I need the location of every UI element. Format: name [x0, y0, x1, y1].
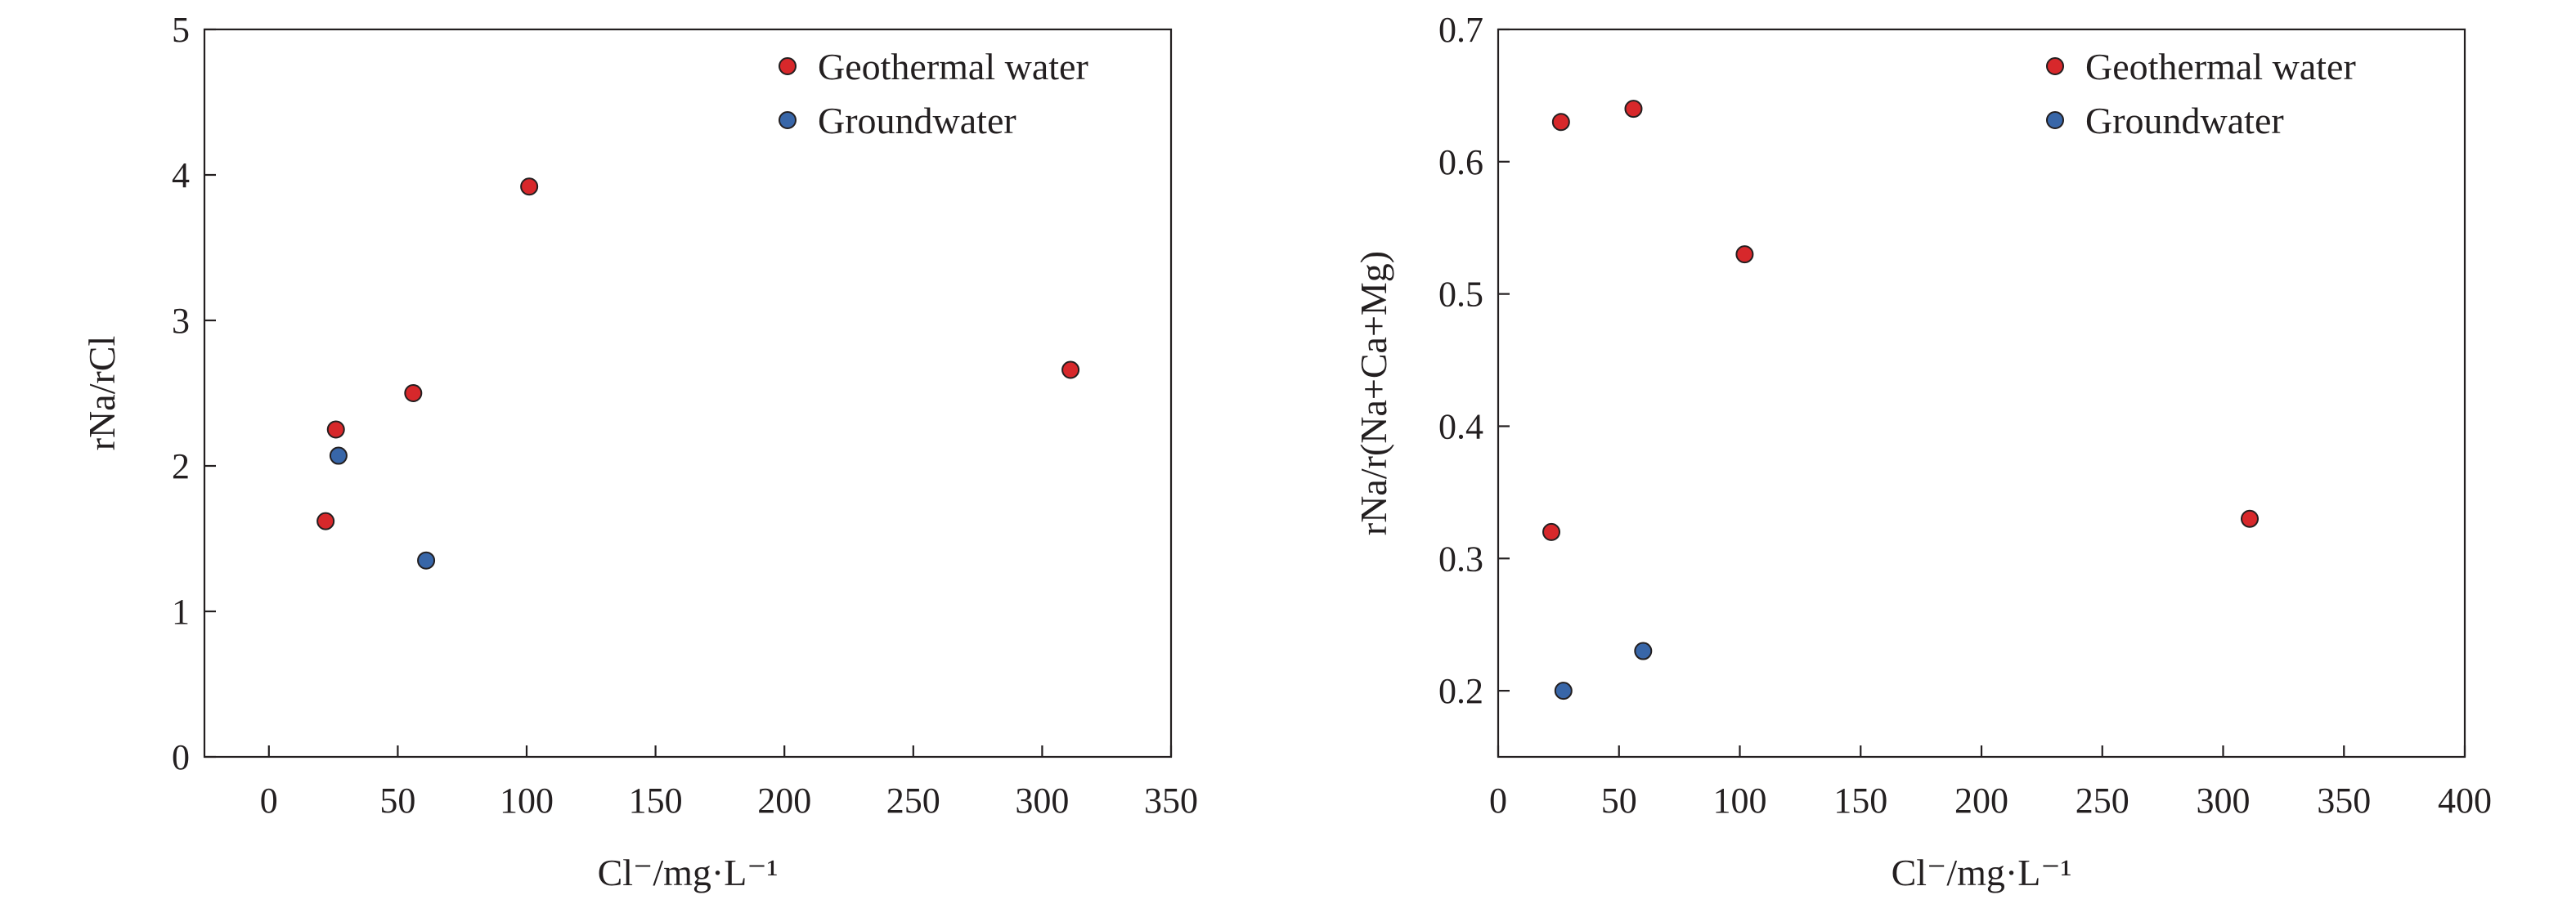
y-tick-label: 0.2: [1438, 671, 1483, 711]
data-point: [1735, 245, 1754, 264]
legend-marker: [779, 111, 797, 129]
y-tick-label: 0.5: [1438, 275, 1483, 315]
data-point: [404, 384, 423, 402]
x-tick-label: 300: [1015, 781, 1069, 821]
legend-label: Geothermal water: [818, 46, 1088, 87]
x-tick-label: 50: [1601, 781, 1637, 821]
legend-label: Groundwater: [818, 100, 1016, 141]
x-tick-label: 400: [2438, 781, 2492, 821]
x-axis-title: Cl⁻/mg·L⁻¹: [1892, 852, 2072, 893]
plot-area-frame: [203, 28, 1173, 759]
x-tick-label: 50: [379, 781, 415, 821]
y-tick-label: 1: [172, 592, 190, 632]
y-tick-label: 0.6: [1438, 142, 1483, 182]
x-tick-label: 0: [260, 781, 278, 821]
legend-marker: [2046, 111, 2064, 129]
y-tick-label: 3: [172, 301, 190, 341]
x-tick-label: 200: [1954, 781, 2008, 821]
x-tick-label: 100: [1713, 781, 1767, 821]
x-tick-label: 150: [629, 781, 683, 821]
chart-left: 0 50 100 150 200 250 300 350 0 1 2 3 4 5 Cl⁻/mg·L⁻¹ rNa…: [81, 10, 1198, 893]
y-axis-title: rNa/rCl: [81, 336, 123, 451]
x-tick-label: 200: [757, 781, 811, 821]
data-point: [2241, 509, 2260, 528]
data-point: [1551, 113, 1570, 132]
x-axis-title: Cl⁻/mg·L⁻¹: [598, 852, 779, 893]
x-tick-label: 250: [886, 781, 940, 821]
y-tick-label: 0.4: [1438, 406, 1483, 446]
legend-label: Geothermal water: [2085, 46, 2356, 87]
y-tick-label: 0: [172, 737, 190, 777]
y-tick-label: 2: [172, 446, 190, 486]
data-point: [326, 420, 345, 439]
y-axis-title: rNa/r(Na+Ca+Mg): [1353, 251, 1394, 535]
x-tick-label: 100: [500, 781, 554, 821]
x-tick-label: 150: [1833, 781, 1887, 821]
data-point: [520, 177, 539, 196]
y-tick-label: 4: [172, 155, 190, 195]
legend-marker: [779, 57, 797, 75]
legend-label: Groundwater: [2085, 100, 2284, 141]
legend-marker: [2046, 57, 2064, 75]
x-tick-label: 250: [2076, 781, 2129, 821]
data-point: [329, 446, 348, 465]
y-tick-label: 5: [172, 10, 190, 50]
y-tick-label: 0.3: [1438, 539, 1483, 579]
x-tick-label: 0: [1489, 781, 1507, 821]
x-tick-label: 350: [1144, 781, 1198, 821]
x-tick-label: 350: [2317, 781, 2371, 821]
data-point: [417, 551, 436, 570]
data-point: [1542, 522, 1561, 541]
chart-right: 0 50 100 150 200 250 300 350 400 0.2 0.3 0.4 0.5 0.6 0…: [1353, 10, 2492, 893]
y-tick-label: 0.7: [1438, 10, 1483, 50]
data-point: [1634, 642, 1653, 660]
data-point: [1061, 360, 1080, 379]
data-point: [1554, 682, 1573, 700]
data-point: [316, 512, 335, 530]
data-point: [1624, 100, 1643, 119]
x-tick-label: 300: [2197, 781, 2251, 821]
